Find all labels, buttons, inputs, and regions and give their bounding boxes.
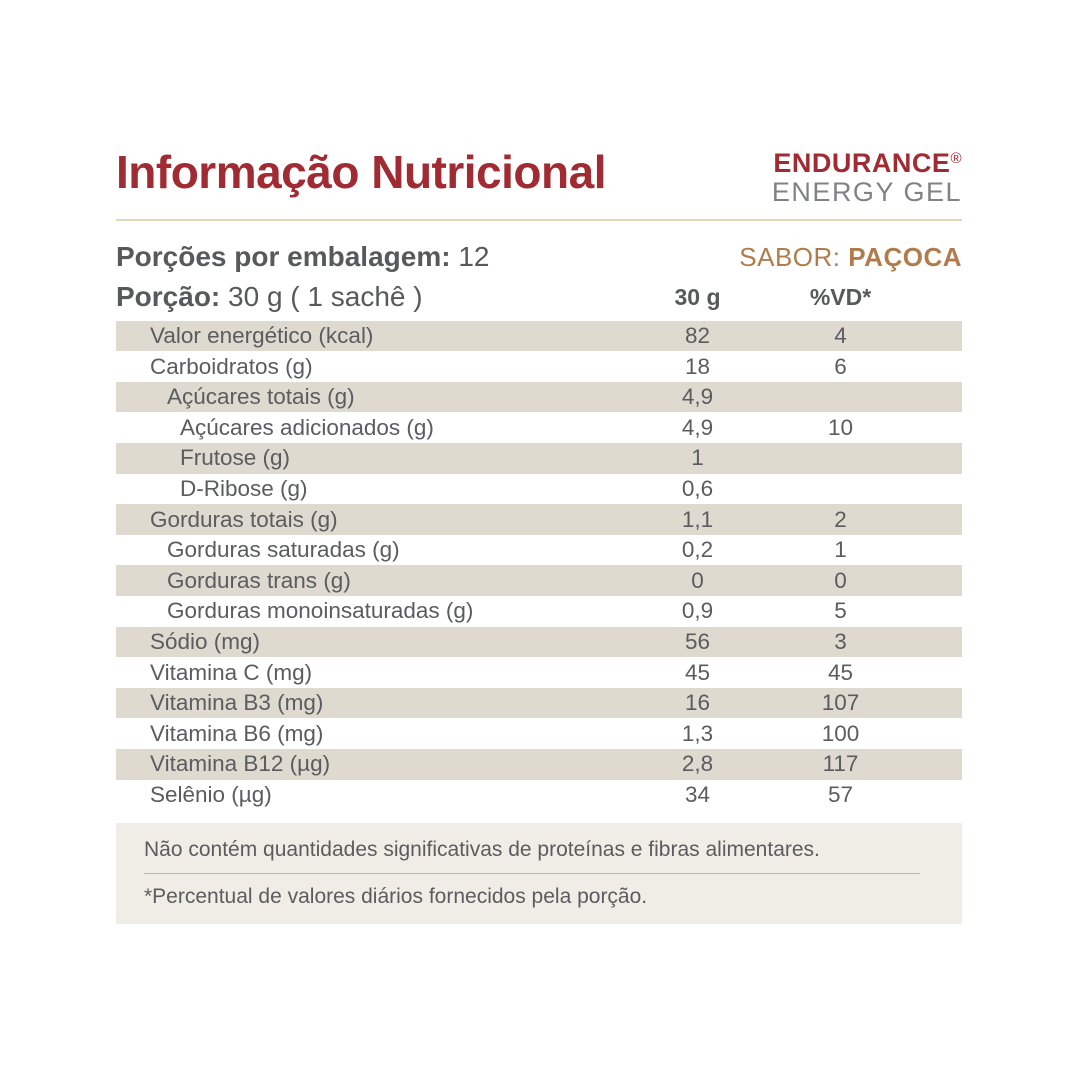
nutrient-amount: 0,6 [681,475,714,501]
nutrient-amount: 2,8 [681,751,714,777]
registered-trademark-icon: ® [950,150,962,167]
portion-label: Porção: [116,280,221,312]
table-row: Açúcares totais (g) 4,9 [116,381,962,413]
nutrient-amount: 1 [691,445,704,471]
nutrient-vd: 2 [834,506,847,532]
nutrient-name: D-Ribose (g) [180,475,308,501]
portion-and-column-headers: Porção: 30 g ( 1 sachê ) 30 g %VD* [116,281,962,313]
nutrient-name: Gorduras totais (g) [150,506,338,532]
nutrient-vd: 117 [822,751,859,777]
portion-line: Porção: 30 g ( 1 sachê ) [116,281,626,313]
servings-label: Porções por embalagem: [116,240,451,272]
nutrient-name: Açúcares totais (g) [167,384,355,410]
brand-name: ENDURANCE [773,148,951,178]
table-row: Sódio (mg) 56 3 [116,626,962,658]
nutrient-vd: 4 [834,322,847,348]
label-header: Informação Nutricional ENDURANCE® ENERGY… [116,146,962,207]
nutrient-name: Vitamina B12 (µg) [150,751,331,777]
nutrient-amount: 4,9 [681,414,714,440]
portion-value: 30 g ( 1 sachê ) [220,280,423,312]
nutrient-vd: 3 [834,628,847,654]
servings-value: 12 [450,240,490,272]
nutrient-name: Vitamina B3 (mg) [150,690,324,716]
nutrient-name: Gorduras monoinsaturadas (g) [167,598,474,624]
nutrient-vd: 1 [834,537,847,563]
footnote-daily-values: *Percentual de valores diários fornecido… [144,885,648,909]
column-header-amount: 30 g [674,283,721,310]
nutrient-amount: 1,3 [681,720,714,746]
nutrient-amount: 1,1 [681,506,714,532]
column-header-vd: %VD* [809,283,872,310]
table-row: Frutose (g) 1 [116,443,962,474]
table-row: D-Ribose (g) 0,6 [116,474,962,505]
nutrient-amount: 18 [684,353,711,379]
page-title: Informação Nutricional [116,146,606,198]
brand-name-line: ENDURANCE® [772,149,962,177]
footnote-divider [144,873,920,875]
flavor-value: PAÇOCA [848,241,962,272]
nutrient-vd: 57 [827,781,854,807]
flavor-line: SABOR: PAÇOCA [739,242,962,273]
table-row: Vitamina B3 (mg) 16 107 [116,687,962,719]
table-row: Valor energético (kcal) 82 4 [116,320,962,352]
nutrient-amount: 34 [684,781,711,807]
table-row: Carboidratos (g) 18 6 [116,351,962,382]
servings-row: Porções por embalagem: 12 SABOR: PAÇOCA [116,241,962,273]
table-row: Selênio (µg) 34 57 [116,780,962,811]
flavor-label: SABOR: [739,241,849,272]
nutrient-vd: 100 [821,720,860,746]
nutrient-amount: 0,2 [681,537,714,563]
nutrient-name: Gorduras saturadas (g) [167,537,400,563]
nutrient-amount: 0,9 [681,598,714,624]
table-row: Vitamina B6 (mg) 1,3 100 [116,718,962,749]
table-row: Gorduras monoinsaturadas (g) 0,9 5 [116,596,962,627]
nutrient-amount: 82 [684,322,711,348]
table-row: Vitamina B12 (µg) 2,8 117 [116,749,962,780]
nutrient-name: Vitamina C (mg) [150,659,313,685]
table-row: Gorduras saturadas (g) 0,2 1 [116,535,962,566]
nutrient-name: Frutose (g) [180,445,291,471]
nutrient-amount: 0 [691,567,704,593]
table-row: Gorduras trans (g) 0 0 [116,565,962,597]
footnote-box: Não contém quantidades significativas de… [116,823,962,925]
table-body: Valor energético (kcal) 82 4 Carboidratos (… [116,320,962,811]
nutrient-vd: 10 [827,414,854,440]
label-content: Informação Nutricional ENDURANCE® ENERGY… [116,146,962,925]
nutrient-vd: 45 [827,659,854,685]
nutrient-amount: 56 [684,628,711,654]
nutrient-vd: 107 [821,690,860,716]
brand-subtitle: ENERGY GEL [771,177,962,208]
nutrient-amount: 4,9 [681,384,714,410]
table-row: Gorduras totais (g) 1,1 2 [116,504,962,535]
nutrient-name: Vitamina B6 (mg) [150,720,324,746]
nutrient-vd: 0 [834,567,847,593]
table-row: Açúcares adicionados (g) 4,9 10 [116,412,962,443]
nutrient-amount: 16 [684,690,711,716]
nutrient-name: Valor energético (kcal) [150,322,374,348]
header-divider [116,218,962,221]
nutrient-name: Selênio (µg) [150,781,272,807]
nutrient-vd: 5 [834,598,847,624]
nutrient-name: Carboidratos (g) [150,353,313,379]
footnote-proteins: Não contém quantidades significativas de… [144,838,820,862]
nutrient-vd: 6 [834,353,847,379]
servings-per-package: Porções por embalagem: 12 [116,241,490,273]
table-row: Vitamina C (mg) 45 45 [116,657,962,688]
nutrient-name: Açúcares adicionados (g) [180,414,434,440]
nutrient-name: Gorduras trans (g) [167,567,351,593]
nutrient-name: Sódio (mg) [150,628,261,654]
nutrient-amount: 45 [684,659,711,685]
brand-block: ENDURANCE® ENERGY GEL [772,146,962,207]
